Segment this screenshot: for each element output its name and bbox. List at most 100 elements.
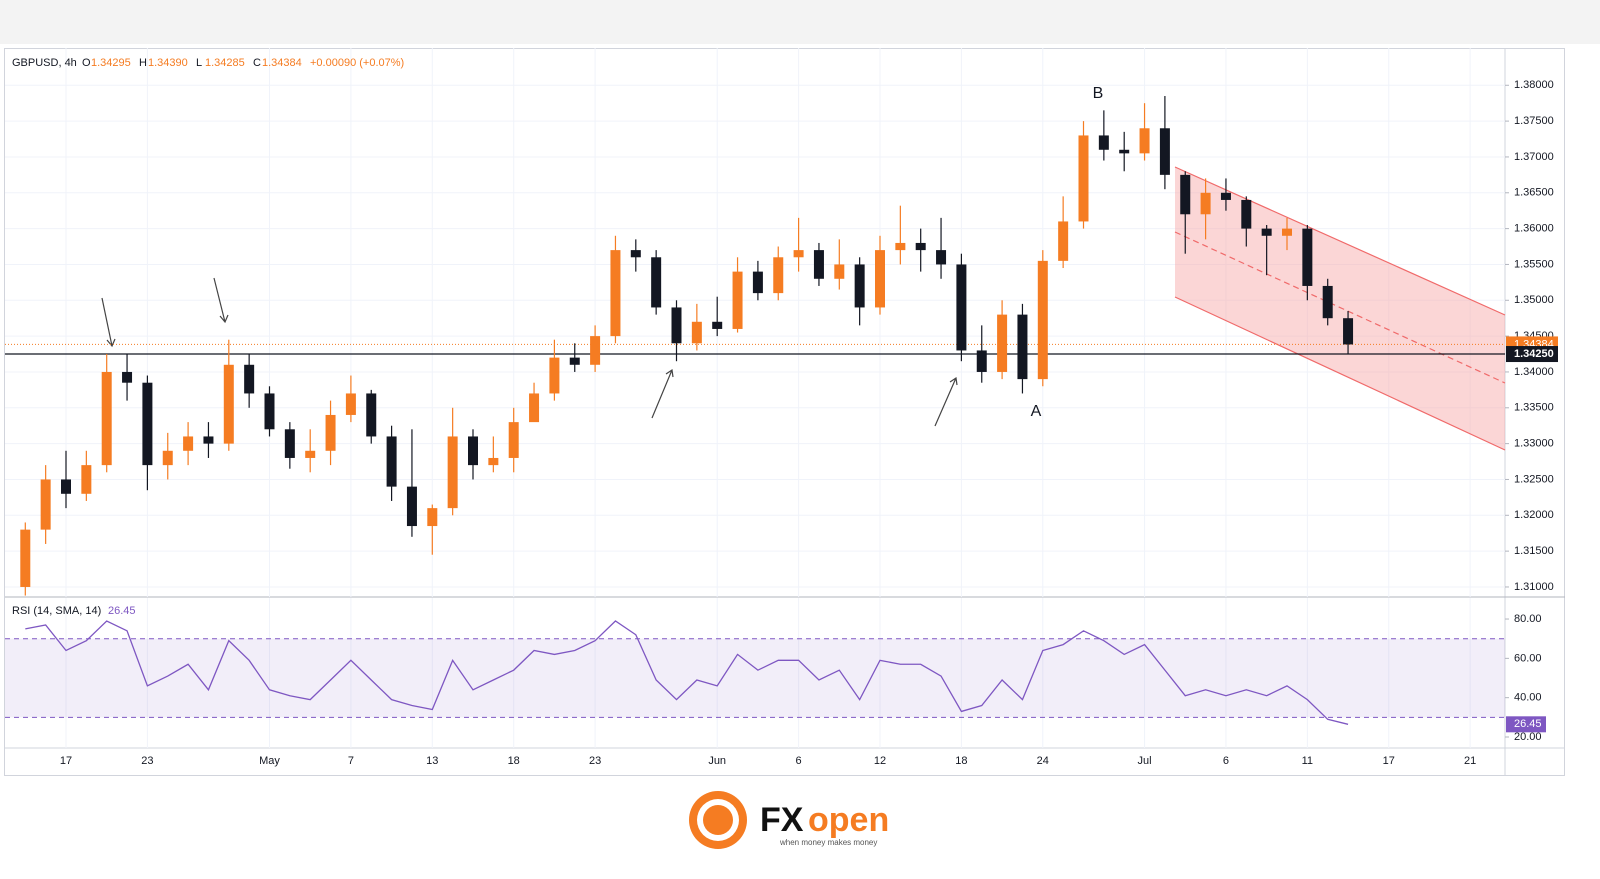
- arrow: [934, 376, 958, 427]
- channel-fill: [1175, 167, 1505, 450]
- rsi-line: [25, 620, 1349, 725]
- candle-body: [1261, 228, 1272, 236]
- legend-header: GBPUSD, 4h O 1.34295 H 1.34390 L 1.34285 C 1.34…: [12, 57, 404, 69]
- candle-body: [936, 250, 947, 265]
- x-tick-label: 18: [955, 755, 967, 767]
- rsi-tag-label: 26.45: [1514, 718, 1542, 730]
- x-tick-label: 11: [1302, 755, 1313, 767]
- candle-body: [1119, 149, 1130, 154]
- brand-logo: FX open when money makes money: [689, 791, 889, 849]
- channel-upper: [1174, 166, 1506, 316]
- candle-body: [1282, 228, 1292, 236]
- x-tick-label: Jun: [708, 755, 726, 767]
- candle-body: [956, 264, 967, 351]
- support-label: 1.34250: [1514, 348, 1554, 360]
- ohlc-value: 1.34295: [91, 57, 131, 69]
- ohlc-value: 1.34390: [148, 57, 188, 69]
- candle-body: [427, 508, 438, 527]
- ohlc-value: 1.34285: [205, 57, 245, 69]
- candle-body: [1322, 285, 1333, 319]
- arrow: [651, 368, 674, 419]
- candle-body: [20, 529, 31, 587]
- x-tick-label: 21: [1464, 755, 1476, 767]
- arrow: [101, 297, 116, 348]
- candle-body: [122, 371, 133, 383]
- rsi-current: 26.45: [108, 605, 136, 617]
- x-tick-label: 12: [874, 755, 886, 767]
- y-tick-label: 1.35000: [1514, 294, 1554, 306]
- x-tick-label: 23: [141, 755, 153, 767]
- candle-body: [366, 393, 377, 437]
- x-tick-label: 13: [426, 755, 438, 767]
- ohlc-name: H: [139, 57, 147, 69]
- candle-body: [630, 250, 641, 258]
- candle-body: [651, 257, 662, 308]
- candle-body: [203, 436, 214, 444]
- y-tick-label: 1.31000: [1514, 581, 1554, 593]
- y-tick-label: 1.34000: [1514, 366, 1554, 378]
- y-tick-label: 1.36000: [1514, 223, 1554, 235]
- x-tick-label: 17: [1383, 755, 1395, 767]
- candle-body: [1098, 135, 1109, 150]
- candle-body: [386, 436, 397, 487]
- symbol-title: GBPUSD, 4h: [12, 57, 77, 69]
- y-tick-label: 1.36500: [1514, 187, 1554, 199]
- candle-body: [549, 357, 560, 394]
- arrows: [101, 277, 958, 427]
- candle-body: [691, 321, 702, 344]
- y-tick-label: 1.37500: [1514, 115, 1554, 127]
- candle-body: [345, 393, 356, 415]
- arrow: [213, 277, 229, 324]
- candle-body: [1139, 128, 1150, 154]
- rsi-title: RSI (14, SMA, 14): [12, 605, 101, 617]
- candle-body: [223, 364, 234, 444]
- candle-body: [305, 450, 316, 458]
- candle-body: [529, 393, 540, 423]
- rsi-tick-label: 20.00: [1514, 731, 1542, 743]
- candle-body: [915, 242, 926, 251]
- rsi-band-fill: [5, 638, 1505, 718]
- rsi-tick-label: 40.00: [1514, 692, 1542, 704]
- plot: [5, 96, 1505, 596]
- candle-body: [569, 357, 580, 365]
- candle-body: [1220, 192, 1231, 200]
- y-tick-label: 1.33500: [1514, 402, 1554, 414]
- candle-body: [813, 250, 824, 279]
- change: +0.00090 (+0.07%): [310, 57, 404, 69]
- candle-body: [1159, 128, 1170, 175]
- candle-body: [732, 271, 743, 329]
- ohlc-name: C: [253, 57, 261, 69]
- support-tag: [1506, 346, 1558, 363]
- y-tick-label: 1.37000: [1514, 151, 1554, 163]
- candle-body: [447, 436, 458, 509]
- ohlc-name: O: [82, 57, 91, 69]
- brand-tagline: when money makes money: [779, 838, 877, 847]
- candle-body: [712, 321, 723, 329]
- rsi-tick-label: 80.00: [1514, 613, 1542, 625]
- logo-core: [703, 805, 733, 835]
- candle-body: [590, 336, 601, 365]
- ohlc-value: 1.34384: [262, 57, 302, 69]
- candle-body: [244, 364, 255, 394]
- candle-body: [773, 257, 784, 294]
- top-band: [0, 0, 1600, 44]
- y-tick-label: 1.32500: [1514, 473, 1554, 485]
- candle-body: [895, 242, 906, 251]
- candle-body: [508, 422, 519, 458]
- x-tick-label: 23: [589, 755, 601, 767]
- candle-body: [40, 479, 51, 530]
- candle-body: [854, 264, 865, 308]
- x-tick-label: May: [259, 755, 280, 767]
- candle-body: [183, 436, 194, 451]
- candle-body: [1017, 314, 1028, 380]
- grid: [5, 48, 1509, 748]
- x-tick-label: 18: [508, 755, 520, 767]
- candle-body: [468, 436, 478, 466]
- y-tick-label: 1.38000: [1514, 79, 1554, 91]
- candle-body: [101, 371, 112, 466]
- candle-body: [325, 414, 336, 451]
- candle-body: [1200, 192, 1211, 215]
- candle-body: [264, 393, 275, 430]
- candle-body: [1180, 174, 1191, 215]
